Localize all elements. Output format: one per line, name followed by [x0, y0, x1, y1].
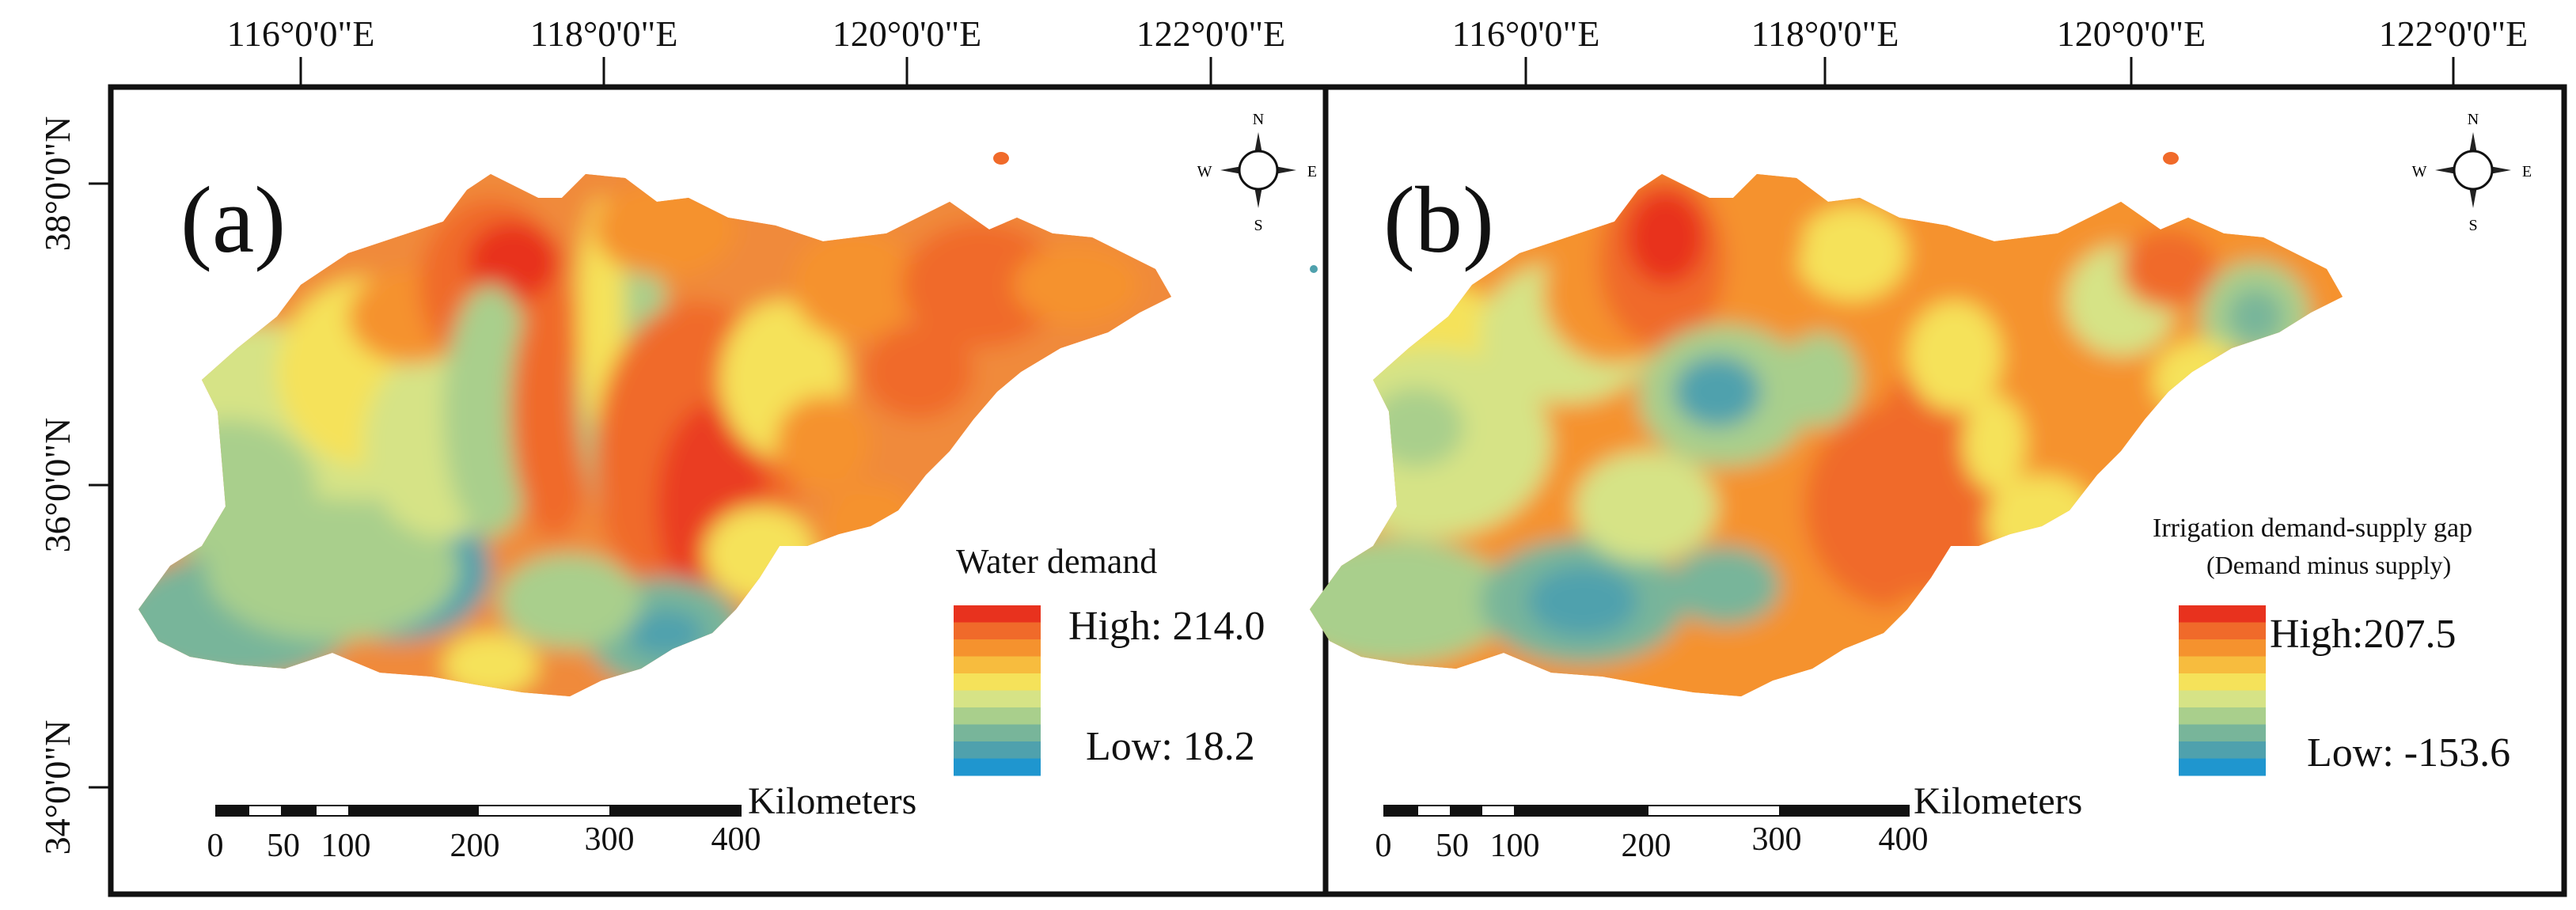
- compass-w-b: W: [2412, 163, 2427, 180]
- left-axis-ticks: [89, 182, 111, 789]
- legend-swatch-b-1: [2179, 622, 2266, 640]
- lon-label-120-b: 120°0'0"E: [2057, 13, 2206, 54]
- top-axis-labels: 116°0'0"E 118°0'0"E 120°0'0"E 122°0'0"E …: [227, 13, 2529, 54]
- panel-a-scale-0: 0: [207, 828, 224, 864]
- panel-b-high-label: High:207.5: [2270, 612, 2456, 657]
- panel-b-scale-200: 200: [1622, 828, 1671, 864]
- legend-swatch-a-7: [954, 724, 1041, 742]
- panel-b-scale-0: 0: [1375, 828, 1392, 864]
- lon-label-122-a: 122°0'0"E: [1136, 13, 1286, 54]
- compass-e-a: E: [1307, 163, 1317, 180]
- panel-b-legend: Irrigation demand-supply gap (Demand min…: [2153, 514, 2510, 776]
- legend-swatch-a-2: [954, 639, 1041, 657]
- compass-w-a: W: [1197, 163, 1212, 180]
- lon-label-116-a: 116°0'0"E: [227, 13, 375, 54]
- left-axis-labels: 38°0'0"N 36°0'0"N 34°0'0"N: [37, 116, 78, 855]
- lat-label-34: 34°0'0"N: [37, 720, 78, 855]
- panel-b-legend-title: Irrigation demand-supply gap: [2153, 514, 2472, 543]
- panel-a-scalebar: Kilometers 0 50 100 200 300 400: [207, 780, 917, 864]
- compass-s-a: S: [1254, 217, 1262, 234]
- panel-a-legend: Water demand High: 214.0 Low: 18.2: [954, 542, 1265, 776]
- panel-b-scale-50: 50: [1436, 828, 1469, 864]
- legend-swatch-b-4: [2179, 673, 2266, 691]
- compass-e-b: E: [2522, 163, 2532, 180]
- panel-b-scale-300: 300: [1752, 821, 1802, 858]
- panel-b-scalebar: Kilometers 0 50 100 200 300 400: [1375, 780, 2083, 864]
- panel-b-scalebar-unit: Kilometers: [1914, 780, 2082, 822]
- panel-b-legend-bar: [2179, 605, 2266, 776]
- panel-a-scale-300: 300: [585, 821, 635, 858]
- panel-b-legend-subtitle: (Demand minus supply): [2206, 551, 2451, 579]
- panel-b-north-arrow: N S E W: [2412, 111, 2532, 234]
- panel-a-scale-200: 200: [450, 828, 500, 864]
- panel-a-tag: (a): [180, 167, 286, 272]
- compass-n-b: N: [2468, 111, 2479, 128]
- legend-swatch-a-0: [954, 605, 1041, 623]
- compass-s-b: S: [2468, 217, 2477, 234]
- legend-swatch-a-6: [954, 707, 1041, 725]
- lon-label-120-a: 120°0'0"E: [833, 13, 982, 54]
- lon-label-116-b: 116°0'0"E: [1452, 13, 1600, 54]
- panel-a-scale-100: 100: [321, 828, 371, 864]
- legend-swatch-b-0: [2179, 605, 2266, 623]
- top-axis-ticks: [299, 57, 2455, 85]
- panel-a-scalebar-unit: Kilometers: [748, 780, 916, 822]
- legend-swatch-a-9: [954, 758, 1041, 776]
- legend-swatch-a-8: [954, 741, 1041, 759]
- panel-b-low-label: Low: -153.6: [2307, 730, 2510, 775]
- panel-a-legend-bar: [954, 605, 1041, 776]
- lat-label-36: 36°0'0"N: [37, 418, 78, 553]
- legend-swatch-a-5: [954, 690, 1041, 708]
- panel-a: (a) N S E W Water demand High: 214.0 Low…: [108, 84, 1329, 897]
- legend-swatch-b-5: [2179, 690, 2266, 708]
- panel-a-legend-title: Water demand: [956, 542, 1157, 581]
- panel-a-north-arrow: N S E W: [1197, 111, 1318, 234]
- panel-b-tag: (b): [1383, 167, 1494, 272]
- panel-a-scale-50: 50: [267, 828, 300, 864]
- legend-swatch-a-1: [954, 622, 1041, 640]
- panel-a-high-label: High: 214.0: [1068, 604, 1265, 649]
- legend-swatch-b-7: [2179, 724, 2266, 742]
- panel-b: (b) N S E W Irrigation demand-supply gap…: [1310, 84, 2567, 897]
- compass-n-a: N: [1253, 111, 1264, 128]
- panel-b-scale-400: 400: [1879, 821, 1929, 858]
- lon-label-118-b: 118°0'0"E: [1751, 13, 1899, 54]
- lat-label-38: 38°0'0"N: [37, 116, 78, 252]
- lon-label-118-a: 118°0'0"E: [530, 13, 678, 54]
- panel-a-low-label: Low: 18.2: [1086, 724, 1255, 769]
- panel-b-scale-100: 100: [1490, 828, 1540, 864]
- legend-swatch-b-2: [2179, 639, 2266, 657]
- legend-swatch-b-9: [2179, 758, 2266, 776]
- legend-swatch-a-3: [954, 656, 1041, 674]
- legend-swatch-a-4: [954, 673, 1041, 691]
- legend-swatch-b-6: [2179, 707, 2266, 725]
- panel-a-scale-400: 400: [711, 821, 761, 858]
- legend-swatch-b-3: [2179, 656, 2266, 674]
- legend-swatch-b-8: [2179, 741, 2266, 759]
- lon-label-122-b: 122°0'0"E: [2379, 13, 2529, 54]
